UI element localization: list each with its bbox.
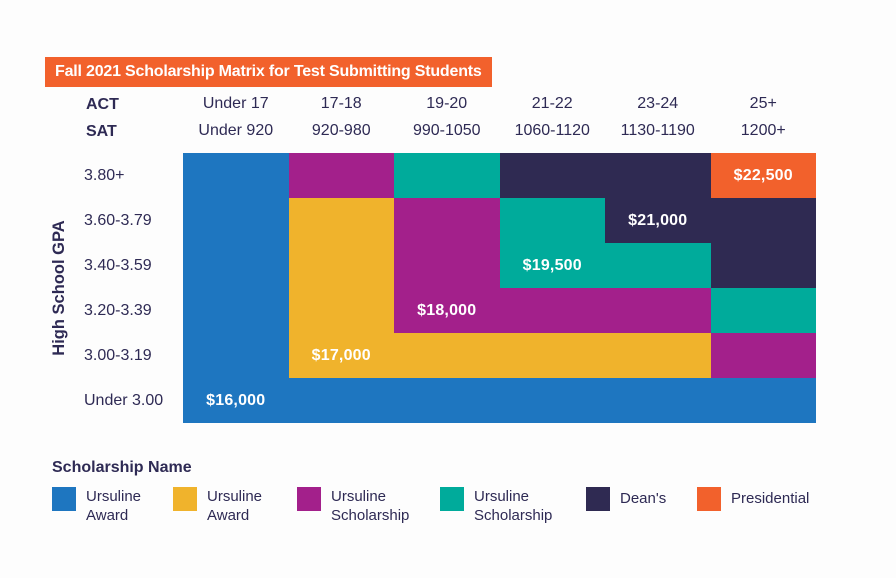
gpa-range-labels: 3.80+ 3.60-3.79 3.40-3.59 3.20-3.39 3.00-3.1… [84,153,182,423]
title-banner: Fall 2021 Scholarship Matrix for Test Su… [45,57,492,87]
matrix-cell-r2-c1 [288,243,394,288]
amount-label: $17,000 [311,346,371,364]
act-axis-label: ACT [86,96,119,113]
sat-range-headers: Under 920 920-980 990-1050 1060-1120 1130-11… [183,122,816,142]
matrix-cell-r0-c2 [394,153,500,198]
legend-item-2: Ursuline Scholarship [297,487,440,525]
sat-range-4: 1130-1190 [620,122,695,139]
legend-item-5: Presidential [697,487,809,511]
matrix-cell-r2-c0 [183,243,289,288]
legend-item-4: Dean's [586,487,697,511]
matrix-cell-r0-c3 [499,153,605,198]
matrix-cell-r2-c4 [605,243,711,288]
legend: Ursuline Award Ursuline Award Ursuline Sch… [52,487,809,525]
matrix-cell-r4-c5 [710,333,816,378]
matrix-cell-r2-c5 [710,243,816,288]
amount-label: $22,500 [733,166,793,184]
matrix-cell-r0-c4 [605,153,711,198]
matrix-cell-r3-c3 [499,288,605,333]
gpa-range-1: 3.60-3.79 [84,212,152,229]
sat-range-2: 990-1050 [412,122,481,139]
sat-range-1: 920-980 [311,122,371,139]
legend-swatch-gold [173,487,197,511]
matrix-cell-r4-c4 [605,333,711,378]
act-range-2: 19-20 [426,95,468,112]
gpa-range-3: 3.20-3.39 [84,302,152,319]
matrix-cell-r5-c5 [710,378,816,423]
legend-item-1: Ursuline Award [173,487,297,525]
legend-heading: Scholarship Name [52,459,192,476]
legend-item-0: Ursuline Award [52,487,173,525]
amount-label: $19,500 [522,256,582,274]
matrix-cell-r1-c1 [288,198,394,243]
act-range-0: Under 17 [202,95,269,112]
sat-range-5: 1200+ [740,122,786,139]
sat-range-0: Under 920 [198,122,274,139]
act-range-5: 25+ [749,95,777,112]
matrix-cell-r5-c1 [288,378,394,423]
matrix-cell-r1-c0 [183,198,289,243]
act-range-3: 21-22 [531,95,573,112]
act-range-1: 17-18 [320,95,362,112]
sat-axis-label: SAT [86,123,117,140]
legend-label: Ursuline Scholarship [331,488,410,524]
matrix-cell-r2-c3: $19,500 [499,243,605,288]
matrix-cell-r5-c2 [394,378,500,423]
gpa-range-5: Under 3.00 [84,392,164,409]
legend-swatch-blue [52,487,76,511]
amount-label: $18,000 [417,301,477,319]
matrix-cell-r4-c1: $17,000 [288,333,394,378]
page-title: Fall 2021 Scholarship Matrix for Test Su… [55,63,482,80]
matrix-cell-r3-c4 [605,288,711,333]
matrix-cell-r0-c5: $22,500 [710,153,816,198]
gpa-range-4: 3.00-3.19 [84,347,152,364]
matrix-cell-r3-c0 [183,288,289,333]
amount-label: $21,000 [628,211,688,229]
legend-label: Ursuline Award [86,488,142,524]
matrix-cell-r5-c4 [605,378,711,423]
amount-label: $16,000 [206,391,266,409]
legend-swatch-magenta [297,487,321,511]
scholarship-matrix-grid: $22,500 $21,000 $19,500 $18,000 $17,000 $16,0… [183,153,816,423]
matrix-cell-r3-c5 [710,288,816,333]
legend-item-3: Ursuline Scholarship [440,487,586,525]
matrix-cell-r4-c0 [183,333,289,378]
legend-label: Ursuline Scholarship [474,488,553,524]
gpa-axis-label: High School GPA [50,220,68,356]
gpa-range-2: 3.40-3.59 [84,257,152,274]
legend-swatch-orange [697,487,721,511]
matrix-cell-r1-c3 [499,198,605,243]
legend-label: Ursuline Award [207,488,263,524]
matrix-cell-r0-c1 [288,153,394,198]
legend-label: Presidential [731,490,810,507]
matrix-cell-r3-c1 [288,288,394,333]
matrix-cell-r4-c2 [394,333,500,378]
matrix-cell-r1-c4: $21,000 [605,198,711,243]
matrix-cell-r2-c2 [394,243,500,288]
gpa-range-0: 3.80+ [84,167,125,184]
matrix-cell-r3-c2: $18,000 [394,288,500,333]
act-range-headers: Under 17 17-18 19-20 21-22 23-24 25+ [183,95,816,115]
legend-swatch-navy [586,487,610,511]
act-range-4: 23-24 [637,95,679,112]
matrix-cell-r1-c5 [710,198,816,243]
matrix-cell-r4-c3 [499,333,605,378]
matrix-cell-r0-c0 [183,153,289,198]
legend-label: Dean's [620,490,667,507]
legend-swatch-teal [440,487,464,511]
sat-range-3: 1060-1120 [514,122,590,139]
matrix-cell-r5-c3 [499,378,605,423]
matrix-cell-r1-c2 [394,198,500,243]
matrix-cell-r5-c0: $16,000 [183,378,289,423]
